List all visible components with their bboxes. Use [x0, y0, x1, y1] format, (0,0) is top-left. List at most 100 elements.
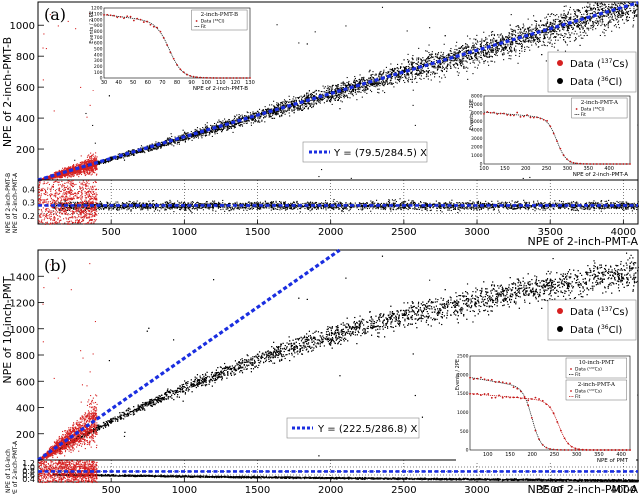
point: [191, 136, 193, 138]
point: [446, 57, 448, 59]
point: [369, 89, 372, 91]
point: [195, 136, 197, 138]
point: [501, 48, 504, 50]
point: [301, 109, 303, 111]
point: [600, 25, 602, 27]
point: [483, 53, 485, 55]
point: [624, 8, 626, 10]
point: [616, 6, 619, 8]
point: [438, 76, 440, 78]
point: [584, 19, 586, 21]
point: [427, 67, 429, 69]
point: [215, 125, 217, 127]
point: [407, 53, 409, 55]
point: [325, 92, 328, 94]
point: [408, 65, 410, 68]
point: [394, 78, 396, 80]
point: [535, 42, 537, 44]
point: [495, 48, 497, 51]
point: [252, 112, 254, 114]
point: [361, 80, 364, 82]
point: [579, 18, 581, 20]
point: [195, 134, 198, 136]
point: [615, 7, 617, 9]
point: [542, 24, 544, 26]
point: [561, 26, 563, 28]
point: [267, 107, 269, 109]
point: [333, 95, 335, 97]
point: [576, 9, 578, 11]
point: [614, 12, 616, 14]
point: [247, 112, 249, 114]
point: [446, 70, 448, 72]
point: [216, 130, 218, 132]
point: [625, 9, 627, 11]
point: [229, 120, 231, 122]
point: [582, 22, 584, 25]
point: [489, 56, 491, 58]
point: [248, 116, 250, 119]
point: [540, 19, 542, 22]
point: [417, 74, 419, 76]
point: [567, 23, 569, 25]
point: [526, 37, 528, 39]
point: [412, 89, 414, 91]
point: [344, 91, 347, 93]
point: [446, 55, 448, 57]
point: [507, 37, 509, 40]
point: [174, 140, 176, 142]
point: [497, 50, 499, 52]
point: [267, 112, 269, 114]
point: [121, 157, 123, 159]
point: [538, 24, 540, 26]
point: [546, 21, 549, 23]
point: [139, 151, 141, 153]
point: [364, 91, 366, 93]
point: [461, 45, 463, 48]
point: [576, 16, 578, 18]
point: [304, 101, 306, 103]
point: [557, 18, 559, 20]
point: [319, 93, 321, 95]
point: [230, 121, 232, 123]
point: [335, 97, 337, 99]
point: [466, 46, 468, 48]
point: [181, 139, 183, 141]
point: [579, 28, 581, 30]
point: [420, 71, 422, 73]
point: [171, 142, 173, 144]
point: [351, 90, 353, 92]
point: [327, 87, 329, 89]
point: [422, 70, 425, 72]
point: [507, 45, 509, 47]
point: [248, 118, 250, 120]
point: [265, 116, 267, 118]
point: [587, 20, 589, 22]
point: [525, 31, 527, 33]
point: [454, 59, 457, 61]
point: [498, 36, 500, 38]
point: [345, 84, 347, 86]
point: [573, 24, 575, 26]
point: [223, 124, 225, 126]
point: [470, 57, 473, 60]
point: [490, 40, 492, 42]
point: [627, 19, 629, 21]
point: [543, 36, 545, 39]
point: [554, 15, 556, 17]
point: [483, 40, 485, 42]
point: [348, 90, 350, 92]
point: [535, 34, 537, 36]
point: [301, 97, 303, 99]
point: [211, 131, 213, 133]
point: [561, 28, 564, 30]
point: [411, 72, 413, 74]
point: [245, 122, 247, 124]
point: [521, 32, 524, 34]
point: [261, 111, 263, 114]
point: [598, 16, 601, 18]
point: [551, 23, 554, 25]
point: [582, 31, 584, 34]
point: [226, 121, 228, 123]
point: [241, 125, 244, 127]
